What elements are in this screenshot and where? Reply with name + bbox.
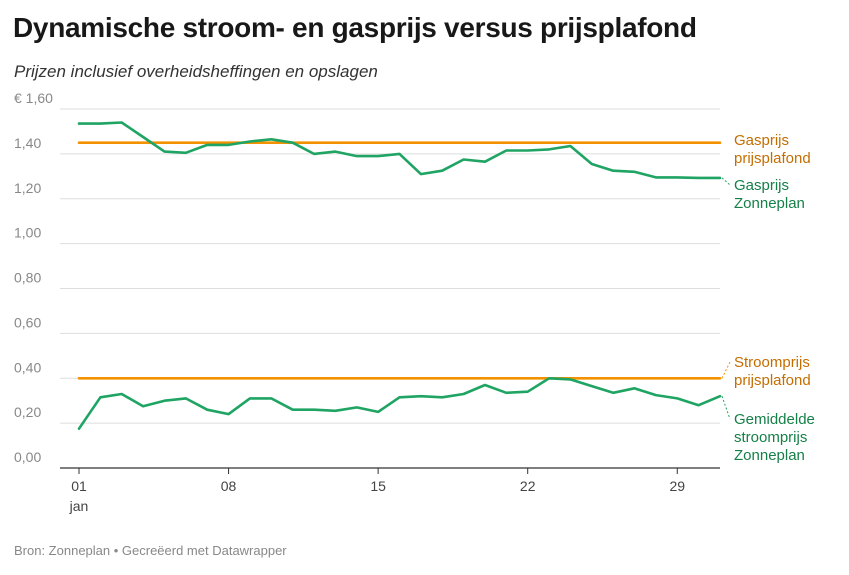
series-label-line: Zonneplan bbox=[734, 447, 805, 464]
y-tick-label: 0,80 bbox=[14, 270, 41, 286]
label-connector bbox=[721, 396, 731, 420]
x-tick-label: 29 bbox=[669, 478, 685, 494]
x-tick-label: 15 bbox=[370, 478, 386, 494]
series-label-line: Gasprijs bbox=[734, 132, 789, 149]
series-label-line: stroomprijs bbox=[734, 429, 807, 446]
y-axis-ticks: 0,00 0,20 0,40 0,60 0,80 1,00 1,20 1,40 € 1,60 bbox=[14, 90, 53, 465]
label-connector bbox=[721, 177, 731, 186]
y-tick-label: 1,40 bbox=[14, 135, 41, 151]
chart-title: Dynamische stroom- en gasprijs versus pr… bbox=[13, 12, 697, 43]
series-label-line: Gemiddelde bbox=[734, 411, 815, 428]
series-labels: GasprijsprijsplafondGasprijsZonneplanStr… bbox=[721, 132, 815, 464]
series-label-line: prijsplafond bbox=[734, 150, 811, 167]
y-tick-label: 0,40 bbox=[14, 359, 41, 375]
y-tick-label: € 1,60 bbox=[14, 90, 53, 106]
source-note: Bron: Zonneplan • Gecreëerd met Datawrap… bbox=[14, 543, 287, 558]
series-label-line: Stroomprijs bbox=[734, 354, 810, 371]
y-tick-label: 1,20 bbox=[14, 180, 41, 196]
x-axis-ticks: 01 jan 08 15 22 29 bbox=[69, 468, 685, 514]
series-label-line: Gasprijs bbox=[734, 177, 789, 194]
power-zonneplan-line bbox=[77, 376, 722, 431]
y-tick-label: 1,00 bbox=[14, 225, 41, 241]
gas-zonneplan-line bbox=[77, 121, 722, 180]
x-tick-sublabel: jan bbox=[69, 498, 89, 514]
gridlines bbox=[60, 108, 720, 469]
x-tick-label: 01 bbox=[71, 478, 87, 494]
chart-subtitle: Prijzen inclusief overheidsheffingen en … bbox=[14, 62, 378, 81]
x-tick-label: 08 bbox=[221, 478, 237, 494]
series-label-line: Zonneplan bbox=[734, 195, 805, 212]
y-tick-label: 0,20 bbox=[14, 404, 41, 420]
label-connector bbox=[721, 361, 731, 379]
series-label-line: prijsplafond bbox=[734, 372, 811, 389]
series-lines bbox=[77, 121, 722, 431]
x-tick-label: 22 bbox=[520, 478, 536, 494]
y-tick-label: 0,00 bbox=[14, 449, 41, 465]
y-tick-label: 0,60 bbox=[14, 314, 41, 330]
